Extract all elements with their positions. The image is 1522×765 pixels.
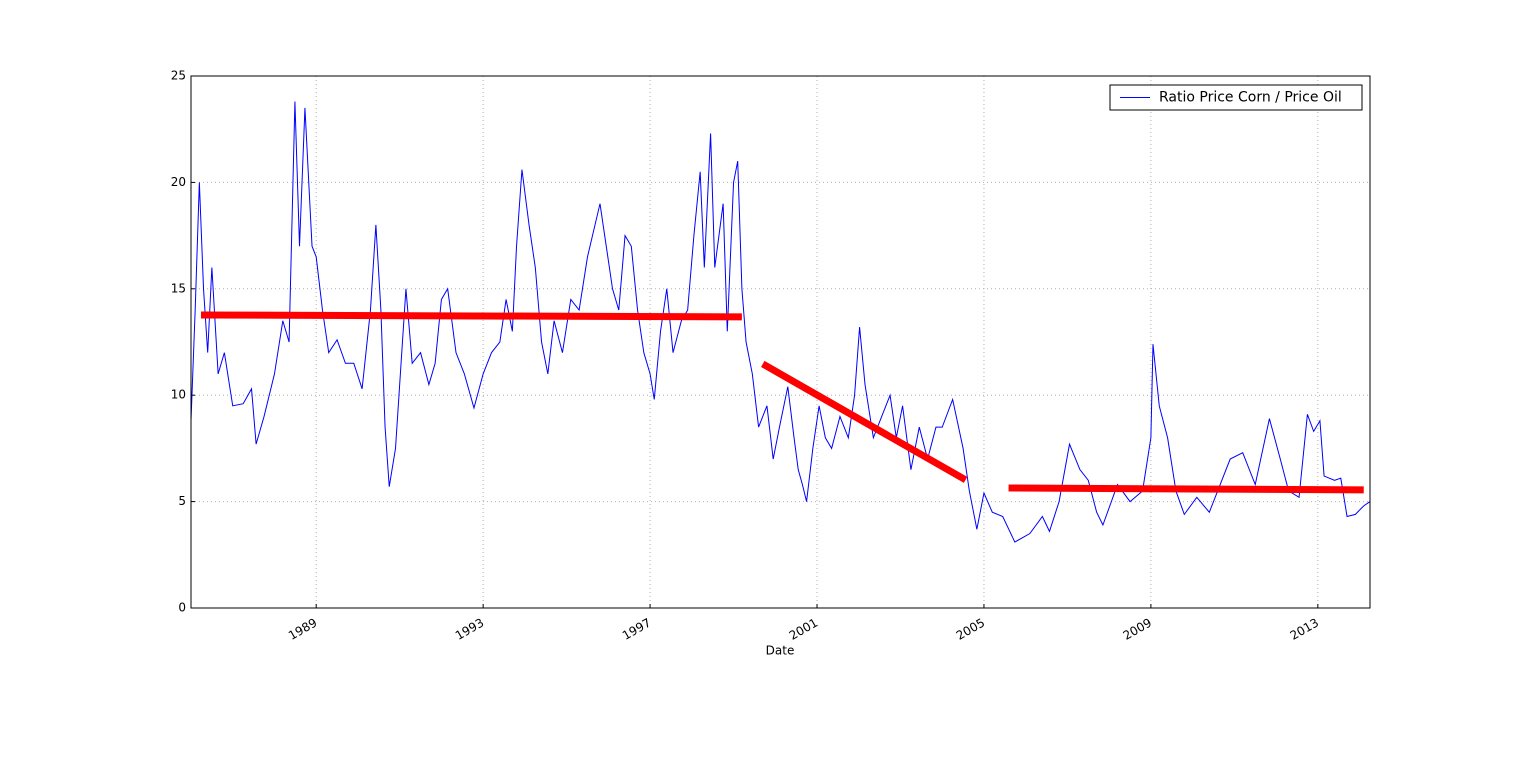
legend-box [1109, 84, 1363, 111]
y-tick-label: 20 [171, 175, 186, 189]
x-tick-label: 1993 [453, 616, 486, 643]
x-tick-label: 2009 [1121, 616, 1154, 643]
x-tick-label: 1989 [286, 616, 319, 643]
y-tick-label: 15 [171, 281, 186, 295]
trend-line [761, 360, 968, 483]
y-tick-label: 10 [171, 388, 186, 402]
trend-line [1008, 484, 1364, 494]
x-tick-label: 2001 [787, 616, 820, 643]
data-line [190, 101, 1371, 543]
legend-label: Ratio Price Corn / Price Oil [1159, 90, 1342, 106]
legend: Ratio Price Corn / Price Oil [1109, 84, 1363, 111]
y-tick-label: 5 [178, 494, 186, 508]
x-tick-label: 2013 [1288, 616, 1321, 643]
x-tick-label: 1997 [620, 616, 653, 643]
plot-frame [190, 75, 1371, 609]
x-axis-label: Date [766, 644, 795, 658]
y-tick-label: 0 [178, 601, 186, 615]
trend-line [201, 311, 742, 321]
y-tick-label: 25 [171, 69, 186, 83]
x-tick-label: 2005 [954, 616, 987, 643]
